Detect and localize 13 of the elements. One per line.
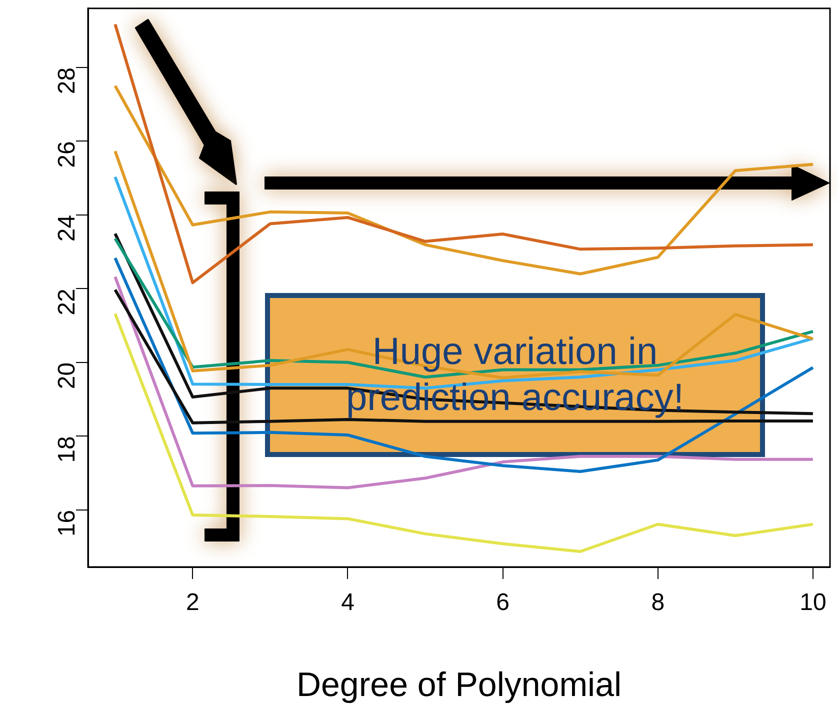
y-tick-label: 20 bbox=[54, 362, 81, 390]
y-tick-label: 28 bbox=[54, 67, 81, 94]
x-tick-label: 6 bbox=[496, 589, 510, 616]
y-tick-label: 26 bbox=[54, 141, 81, 168]
y-tick-label: 24 bbox=[54, 214, 81, 242]
x-tick-label: 10 bbox=[800, 589, 826, 616]
x-axis-title: Degree of Polynomial bbox=[296, 666, 622, 704]
y-tick-label: 22 bbox=[54, 288, 81, 316]
y-tick-label: 16 bbox=[54, 510, 81, 537]
y-tick-label: 18 bbox=[54, 436, 81, 463]
x-tick-label: 4 bbox=[341, 589, 354, 616]
x-tick-label: 8 bbox=[651, 589, 665, 616]
x-tick-label: 2 bbox=[186, 589, 200, 616]
